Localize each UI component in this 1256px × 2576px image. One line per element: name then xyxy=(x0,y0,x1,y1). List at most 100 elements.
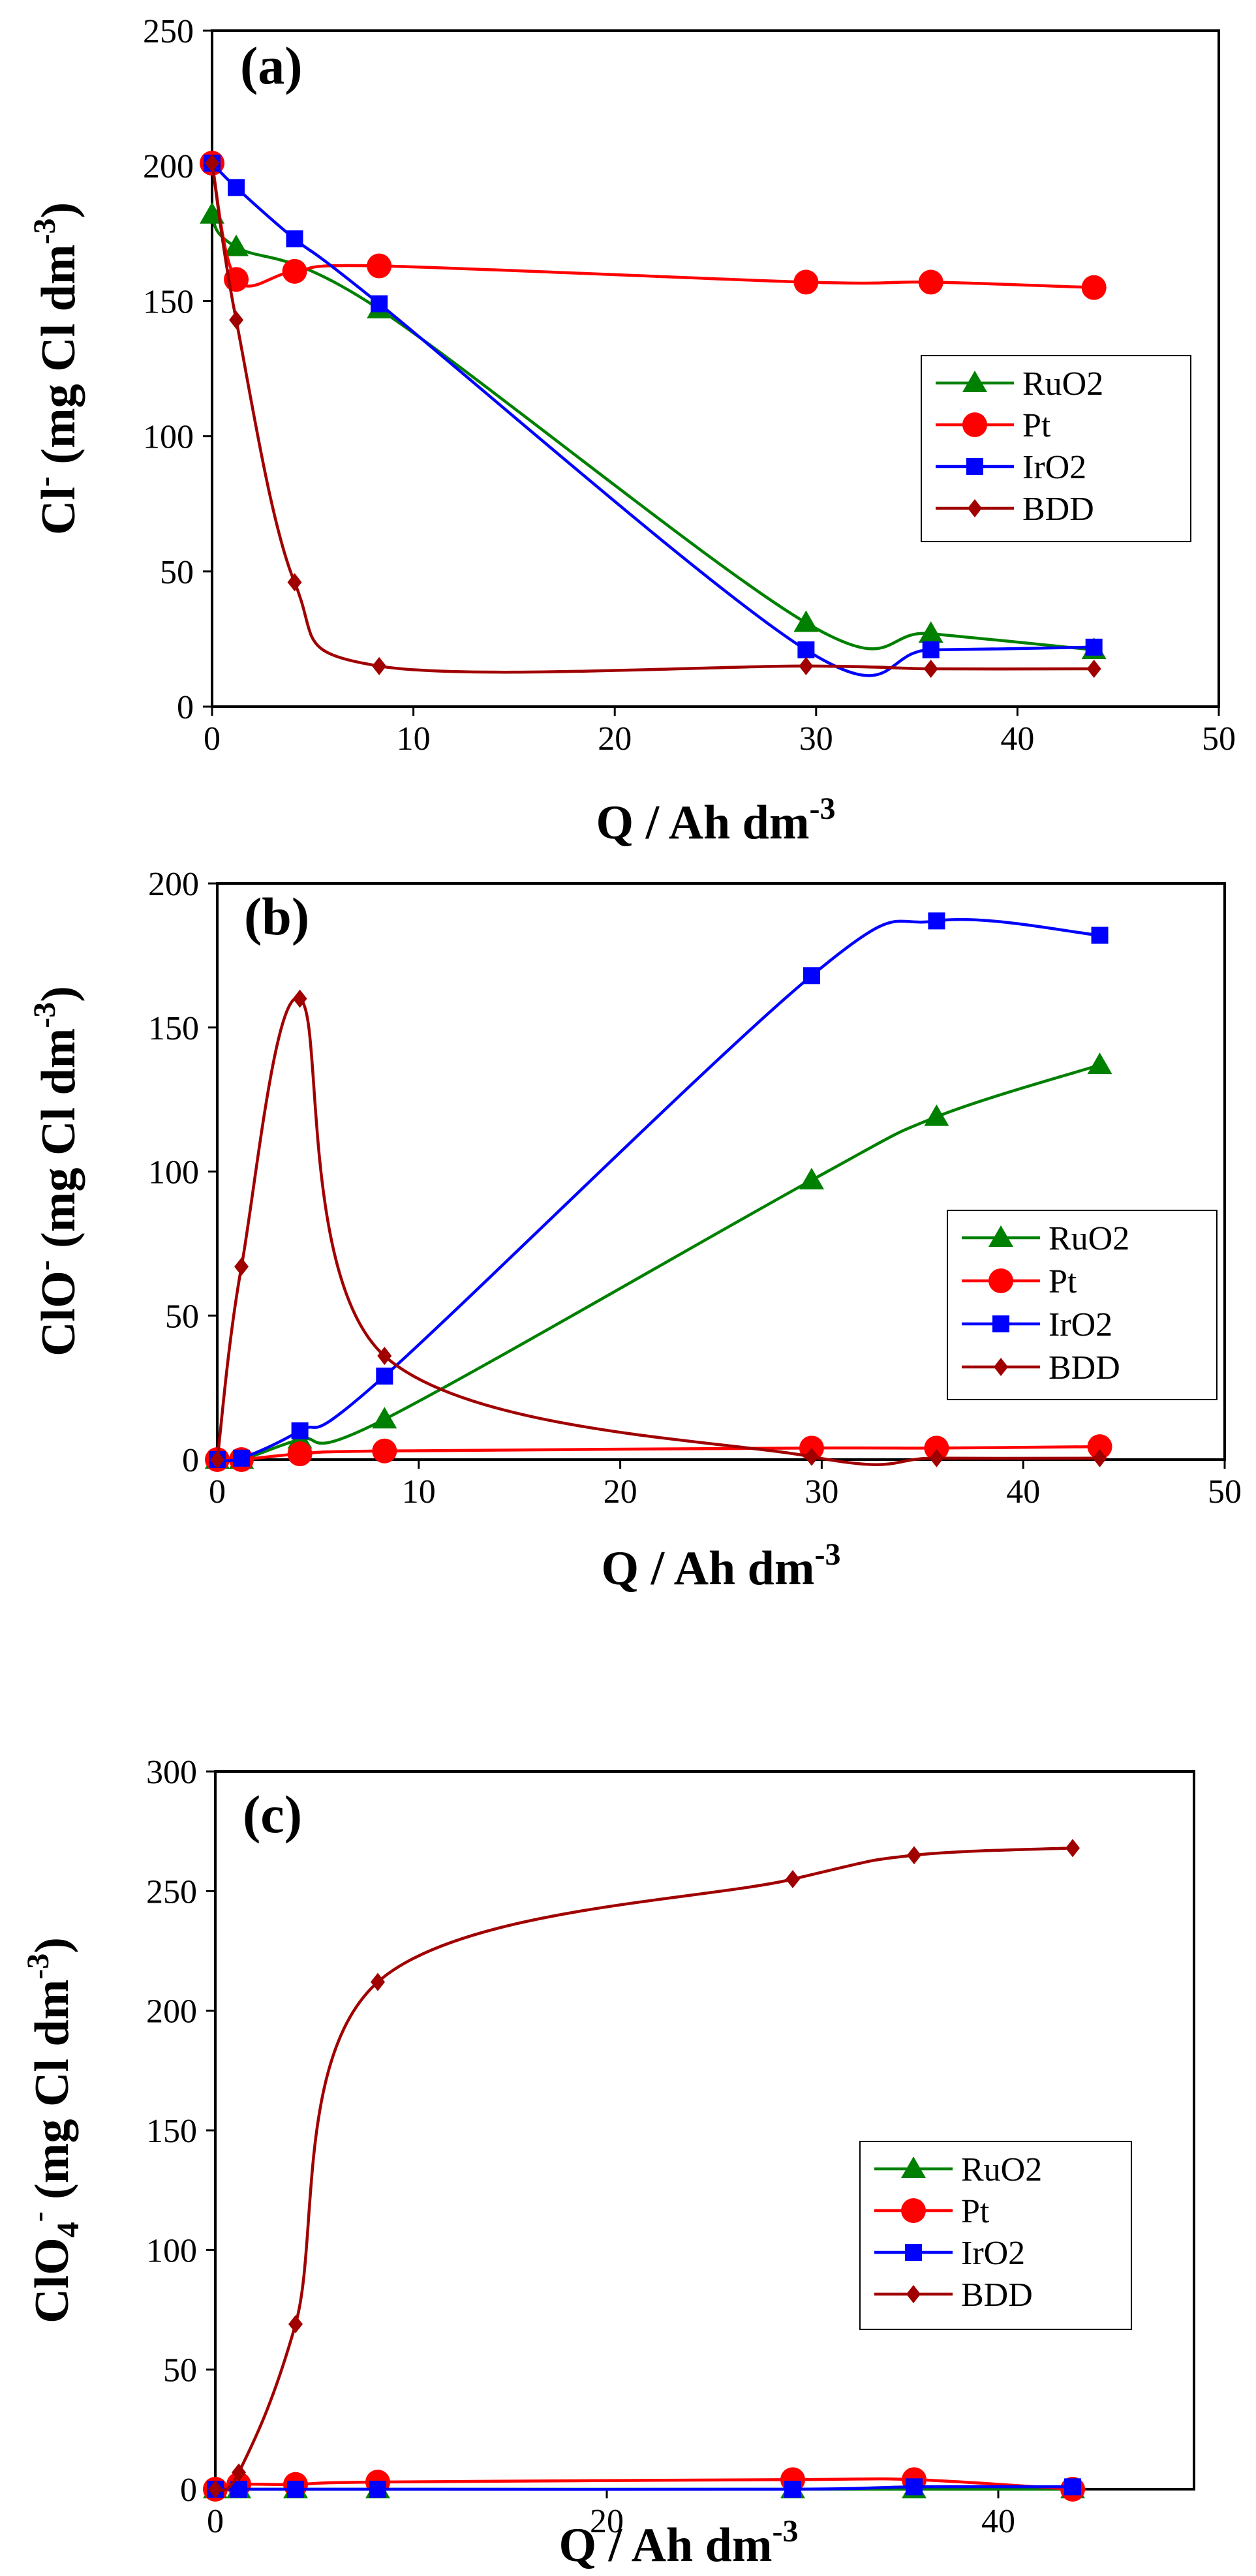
data-point xyxy=(288,2315,303,2333)
y-tick-label: 0 xyxy=(182,1442,199,1479)
legend: RuO2 Pt IrO2 BDD xyxy=(947,1210,1218,1400)
y-tick-label: 0 xyxy=(177,689,194,726)
data-point xyxy=(1064,2478,1081,2496)
x-axis-label-text: Q / Ah dm xyxy=(602,1542,815,1595)
y-tick-label: 50 xyxy=(163,2352,197,2389)
y-axis-label-text: ) xyxy=(32,986,85,1002)
x-axis-label: Q / Ah dm-3 xyxy=(596,791,836,850)
x-axis-label-text: Q / Ah dm xyxy=(596,796,810,850)
data-point xyxy=(918,269,943,295)
series-Pt xyxy=(203,2467,1085,2502)
x-tick-label: 40 xyxy=(1006,1473,1040,1510)
legend-item-IrO2: IrO2 xyxy=(936,449,1086,486)
legend-swatch-marker xyxy=(992,1315,1009,1332)
legend-item-Pt: Pt xyxy=(874,2193,990,2230)
y-axis-label-superscript: - xyxy=(27,1260,62,1270)
x-tick-label: 20 xyxy=(604,1473,637,1510)
legend-swatch-marker xyxy=(994,1358,1008,1376)
y-axis-label-text: ) xyxy=(32,202,85,219)
y-axis-label-text: ClO xyxy=(32,1270,85,1357)
series-BDD xyxy=(208,1839,1080,2498)
data-point xyxy=(907,1846,921,1865)
x-tick-label: 30 xyxy=(804,1473,838,1510)
x-tick-label: 50 xyxy=(1202,720,1236,758)
y-axis-label-superscript: - xyxy=(21,2211,55,2222)
y-tick-label: 200 xyxy=(143,148,194,185)
panel-label: (c) xyxy=(243,1785,302,1844)
data-point xyxy=(287,1441,313,1467)
legend-swatch-marker xyxy=(906,2285,921,2303)
x-tick-label: 30 xyxy=(799,720,833,758)
y-tick-label: 100 xyxy=(146,2232,197,2269)
data-point xyxy=(918,621,943,643)
legend-label: Pt xyxy=(1022,407,1051,444)
x-axis-label-superscript: -3 xyxy=(809,791,835,826)
legend-label: RuO2 xyxy=(961,2151,1042,2188)
data-point xyxy=(372,656,387,675)
data-point xyxy=(1087,1434,1112,1460)
x-tick-label: 50 xyxy=(1208,1473,1242,1510)
y-tick-label: 100 xyxy=(143,419,194,456)
plot-frame xyxy=(211,29,1220,708)
data-point xyxy=(924,1104,949,1126)
series-IrO2 xyxy=(207,2478,1081,2498)
legend-label: RuO2 xyxy=(1022,365,1103,403)
y-axis-label-superscript: -3 xyxy=(27,1002,62,1028)
x-tick-label: 0 xyxy=(207,2503,224,2540)
data-point xyxy=(799,1167,824,1189)
legend-label: Pt xyxy=(1049,1263,1077,1300)
data-point xyxy=(797,641,815,658)
series-IrO2 xyxy=(209,912,1109,1468)
data-point xyxy=(287,573,302,592)
x-axis-label: Q / Ah dm-3 xyxy=(559,2514,799,2572)
data-point xyxy=(376,1367,393,1385)
data-point xyxy=(287,2481,304,2498)
data-point xyxy=(929,1449,944,1467)
x-axis-label-superscript: -3 xyxy=(814,1537,840,1572)
series-Pt xyxy=(200,151,1107,300)
series-line xyxy=(214,1847,1073,2492)
data-point xyxy=(210,1450,224,1469)
y-axis-label-text: ) xyxy=(25,1937,79,1954)
data-point xyxy=(228,179,245,196)
y-axis-label: ClO- (mg Cl dm-3) xyxy=(27,986,85,1357)
legend-label: Pt xyxy=(961,2193,990,2230)
series-BDD xyxy=(210,989,1107,1469)
x-tick-label: 0 xyxy=(209,1473,226,1510)
x-tick-label: 20 xyxy=(598,720,632,758)
data-point xyxy=(371,1972,385,1991)
data-point xyxy=(1085,638,1103,656)
data-point xyxy=(1086,659,1101,678)
legend-item-BDD: BDD xyxy=(874,2277,1033,2314)
y-axis-label-superscript: -3 xyxy=(27,219,62,245)
data-point xyxy=(924,1435,949,1461)
legend-label: BDD xyxy=(961,2277,1033,2314)
x-tick-label: 0 xyxy=(204,720,221,758)
legend: RuO2 Pt IrO2 BDD xyxy=(921,355,1191,542)
legend-item-RuO2: RuO2 xyxy=(962,1220,1129,1257)
legend-label: IrO2 xyxy=(1049,1306,1112,1343)
legend-swatch-marker xyxy=(901,2156,926,2178)
data-point xyxy=(804,1447,819,1466)
x-tick-label: 10 xyxy=(402,1473,436,1510)
y-tick-label: 150 xyxy=(146,2113,197,2150)
legend-swatch-marker xyxy=(901,2198,926,2223)
data-point xyxy=(282,258,307,284)
data-point xyxy=(1092,1449,1107,1467)
legend-swatch-marker xyxy=(962,412,987,437)
y-axis-label-text: (mg Cl dm xyxy=(32,1028,85,1261)
legend-label: IrO2 xyxy=(1022,449,1086,486)
legend-label: RuO2 xyxy=(1049,1220,1129,1257)
y-tick-label: 200 xyxy=(148,866,199,903)
data-point xyxy=(369,2481,386,2498)
legend-item-BDD: BDD xyxy=(962,1349,1120,1387)
data-point xyxy=(371,295,388,313)
legend-label: BDD xyxy=(1049,1349,1120,1387)
legend-label: BDD xyxy=(1022,491,1094,528)
data-point xyxy=(784,2481,801,2498)
y-tick-label: 100 xyxy=(148,1154,199,1191)
